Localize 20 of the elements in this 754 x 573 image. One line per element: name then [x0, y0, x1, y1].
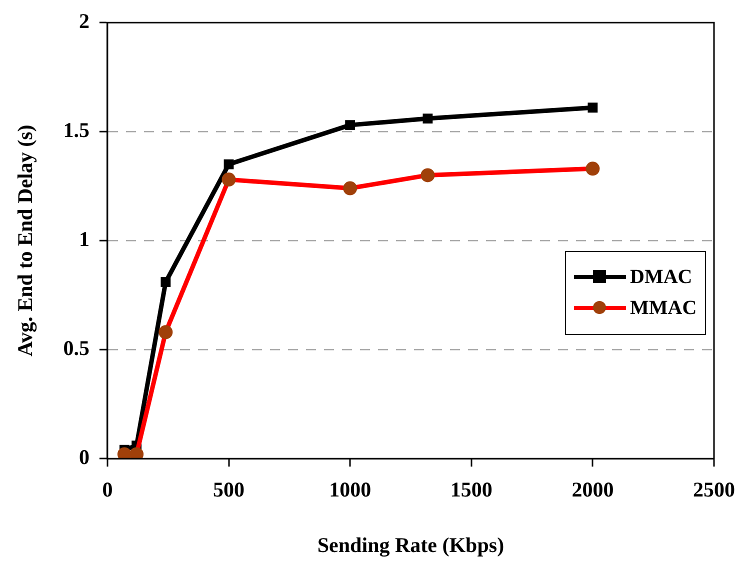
y-tick-label: 0.5	[63, 336, 90, 360]
x-axis-title: Sending Rate (Kbps)	[317, 532, 504, 557]
x-tick-label: 2000	[572, 478, 614, 502]
point	[588, 102, 598, 113]
point	[224, 159, 234, 170]
point	[160, 277, 171, 287]
x-tick-label: 500	[213, 478, 245, 502]
x-tick-label: 2500	[693, 478, 735, 502]
x-tick-label: 1500	[450, 478, 492, 502]
x-tick-label: 1000	[329, 478, 372, 502]
y-tick-label: 1.5	[63, 118, 90, 142]
x-tick-label: 0	[102, 478, 113, 502]
point	[345, 120, 356, 130]
y-tick-label: 1	[78, 227, 90, 252]
y-tick-label: 2	[78, 9, 90, 34]
legend-label: DMAC	[630, 266, 692, 289]
legend-label: MMAC	[630, 296, 697, 320]
point	[422, 114, 433, 124]
y-axis-title: Avg. End to End Delay (s)	[13, 124, 38, 357]
y-tick-label: 0	[78, 445, 90, 470]
